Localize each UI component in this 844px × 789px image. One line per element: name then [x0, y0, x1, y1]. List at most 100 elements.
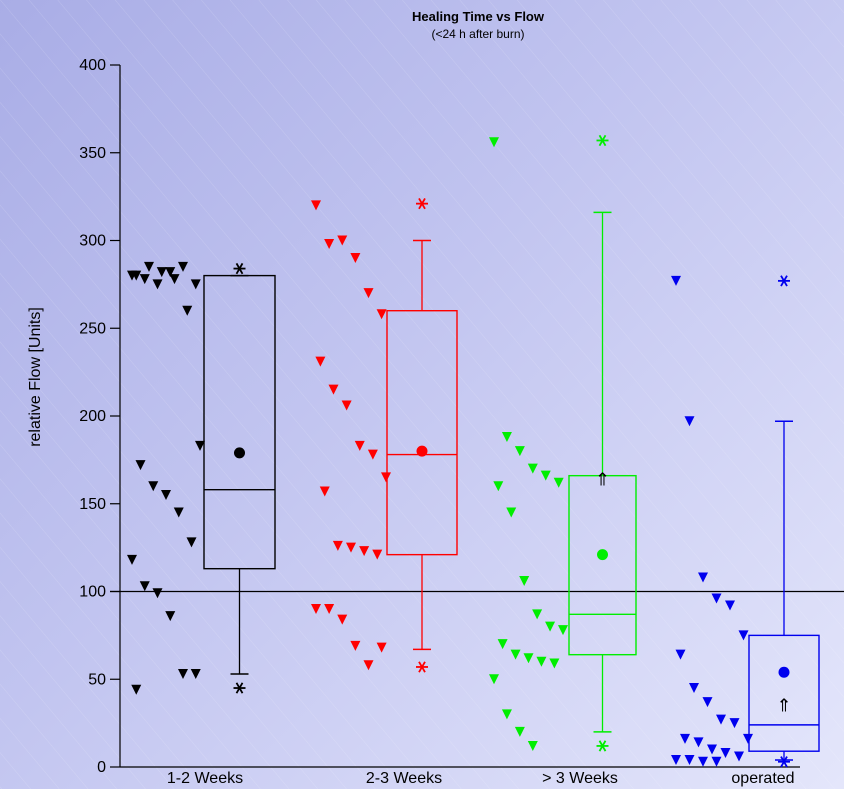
x-tick-label: 2-3 Weeks: [366, 770, 442, 787]
double-arrow-up-icon: ⇑: [776, 696, 791, 717]
data-point: [558, 625, 568, 636]
mean-marker: [416, 445, 428, 457]
data-point: [367, 449, 378, 460]
data-point: [536, 656, 547, 667]
x-tick-label: 1-2 Weeks: [167, 770, 243, 787]
data-point: [553, 477, 564, 488]
data-point: [519, 575, 530, 586]
data-point: [684, 416, 695, 427]
data-point: [720, 747, 731, 758]
data-point: [510, 649, 521, 660]
data-point: [734, 751, 744, 762]
data-point: [489, 137, 499, 148]
data-point: [178, 261, 188, 272]
y-tick-label: 350: [79, 145, 106, 162]
data-point: [675, 649, 686, 660]
data-point: [152, 279, 163, 290]
data-point: [680, 733, 690, 744]
data-point: [337, 235, 348, 246]
data-point: [350, 253, 361, 264]
data-point: [716, 714, 726, 725]
data-point: [195, 440, 205, 451]
data-point: [711, 756, 722, 767]
data-point: [178, 668, 188, 679]
data-point: [152, 588, 163, 599]
data-point: [707, 744, 717, 755]
y-tick-label: 200: [79, 408, 106, 425]
data-point: [190, 279, 201, 290]
data-point: [497, 639, 508, 650]
data-point: [332, 540, 343, 551]
data-point: [190, 668, 201, 679]
data-point: [527, 740, 538, 751]
chart-title: Healing Time vs Flow: [412, 9, 545, 24]
data-point: [165, 611, 176, 622]
data-point: [363, 660, 374, 671]
data-point: [144, 261, 154, 272]
data-point: [698, 756, 708, 767]
data-point: [671, 754, 681, 765]
y-tick-label: 50: [88, 671, 106, 688]
y-tick-label: 300: [79, 233, 106, 250]
box: [568, 474, 637, 656]
data-point: [324, 604, 335, 615]
double-arrow-up-icon: ⇑: [595, 470, 610, 491]
chart-subtitle: (<24 h after burn): [431, 27, 524, 41]
extreme-marker: [416, 197, 428, 210]
data-point: [693, 737, 704, 748]
data-point: [381, 472, 391, 483]
data-point: [523, 653, 534, 664]
data-point: [671, 275, 681, 286]
data-point: [165, 267, 176, 278]
data-point: [173, 507, 184, 518]
data-point: [328, 384, 339, 395]
data-point: [489, 674, 499, 685]
data-point: [131, 270, 142, 281]
data-point: [139, 274, 150, 285]
data-point: [363, 288, 374, 299]
data-point: [341, 400, 352, 411]
mean-marker: [778, 666, 790, 678]
extreme-marker: [596, 134, 609, 147]
plot-area: ⇑⇑: [127, 134, 820, 768]
extreme-marker: [596, 740, 609, 752]
data-point: [725, 600, 735, 611]
data-point: [161, 489, 171, 500]
y-tick-label: 150: [79, 496, 106, 513]
y-tick-label: 250: [79, 320, 106, 337]
data-point: [514, 446, 525, 457]
data-point: [702, 697, 713, 708]
y-tick-label: 0: [97, 759, 106, 776]
box: [386, 310, 458, 556]
data-point: [156, 267, 167, 278]
data-point: [148, 481, 159, 492]
extreme-marker: [233, 262, 246, 275]
data-point: [324, 239, 335, 250]
data-point: [527, 463, 538, 474]
extreme-marker: [778, 275, 790, 287]
x-tick-label: operated: [731, 770, 794, 787]
data-point: [131, 684, 142, 695]
data-point: [139, 581, 150, 592]
data-point: [689, 683, 699, 694]
y-tick-label: 100: [79, 584, 106, 601]
data-point: [501, 709, 512, 720]
data-point: [315, 356, 326, 367]
data-point: [311, 200, 321, 211]
data-point: [493, 481, 504, 492]
data-point: [549, 658, 560, 669]
data-point: [501, 432, 512, 443]
data-point: [698, 572, 708, 583]
data-point: [186, 537, 197, 548]
data-point: [182, 305, 193, 316]
data-point: [337, 614, 348, 625]
data-point: [729, 718, 740, 729]
data-point: [711, 593, 722, 604]
extreme-marker: [233, 682, 246, 694]
extreme-marker: [416, 661, 428, 673]
data-point: [545, 621, 556, 632]
data-point: [376, 642, 387, 653]
axes: 0 50 100 150 200 250 300 350 400 1-2 Weeks 2-3 Wee…: [79, 57, 844, 787]
